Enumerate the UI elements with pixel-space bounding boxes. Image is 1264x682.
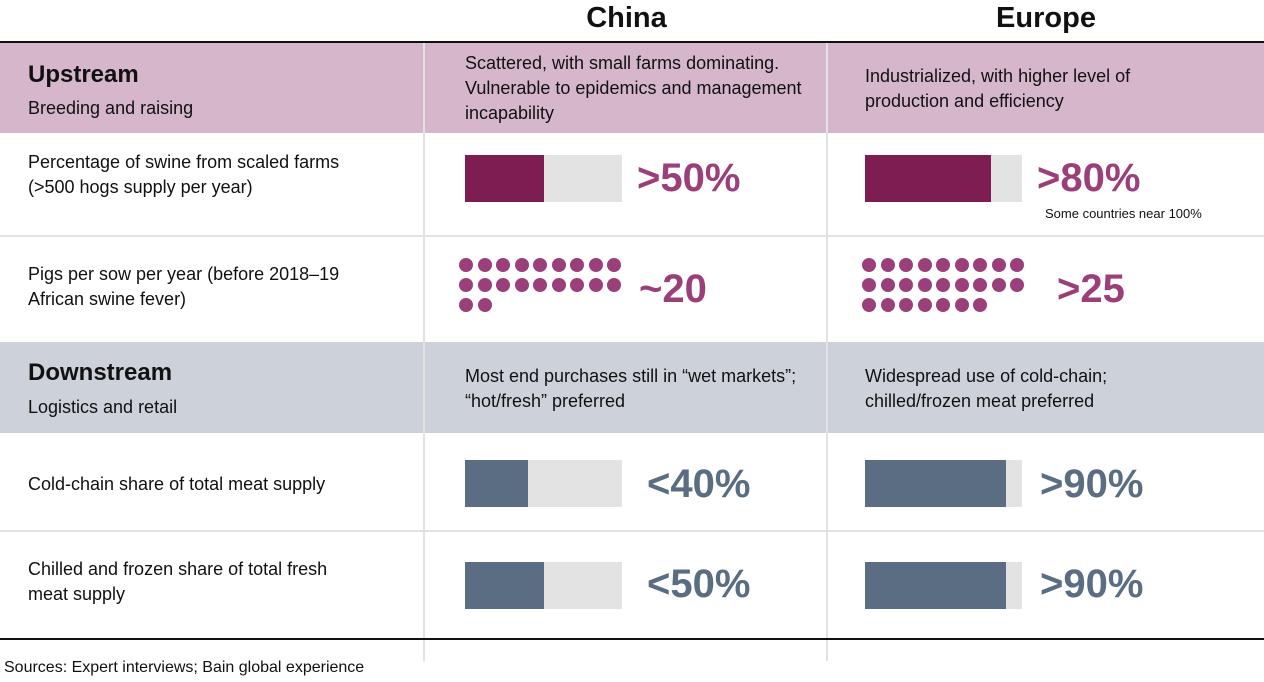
downstream-china-desc: Most end purchases still in “wet markets…: [465, 366, 797, 411]
pig-dot: [533, 278, 547, 292]
pig-dot: [881, 298, 895, 312]
value-label-china-chilled-frozen: <50%: [647, 562, 751, 606]
pig-dot: [918, 278, 932, 292]
bar-china-scaled-farms: [465, 155, 544, 202]
pig-dot: [881, 258, 895, 272]
pig-dot: [589, 278, 603, 292]
row-label-chilled-frozen: Chilled and frozen share of total fresh …: [28, 559, 328, 604]
pig-dot: [862, 278, 876, 292]
pig-dot: [459, 258, 473, 272]
value-label-europe-chilled-frozen: >90%: [1040, 562, 1144, 606]
downstream-subtitle: Logistics and retail: [28, 397, 178, 417]
pig-dot: [955, 298, 969, 312]
pig-dot: [478, 278, 492, 292]
upstream-title: Upstream: [28, 61, 139, 88]
downstream-band: [0, 342, 1264, 433]
header-rule: [0, 41, 1264, 43]
downstream-europe-desc: Widespread use of cold-chain; chilled/fr…: [865, 366, 1108, 411]
pig-dot: [1010, 278, 1024, 292]
pig-dot: [936, 278, 950, 292]
pig-dot: [515, 278, 529, 292]
pig-dot: [992, 278, 1006, 292]
value-label-europe-cold-chain: >90%: [1040, 462, 1144, 506]
row-label-scaled-farms: Percentage of swine from scaled farms (>…: [28, 152, 340, 197]
bar-track: [865, 155, 1022, 202]
pig-dot: [515, 258, 529, 272]
pig-dot: [589, 258, 603, 272]
value-label-china-cold-chain: <40%: [647, 462, 751, 506]
bar-track: [465, 460, 622, 507]
bar-track: [865, 460, 1022, 507]
pig-dot: [936, 298, 950, 312]
bar-china-chilled-frozen: [465, 562, 544, 609]
value-label-china-pigs-per-sow: ~20: [639, 267, 707, 311]
upstream-subtitle: Breeding and raising: [28, 98, 194, 118]
bar-europe-scaled-farms: [865, 155, 991, 202]
column-divider: [423, 43, 425, 661]
pig-dot: [552, 258, 566, 272]
pig-dot: [607, 278, 621, 292]
pig-dot: [973, 278, 987, 292]
pig-dot: [899, 278, 913, 292]
note-europe-scaled-farms: Some countries near 100%: [1045, 206, 1202, 221]
pig-dot: [862, 258, 876, 272]
pig-dot: [973, 258, 987, 272]
value-label-china-scaled-farms: >50%: [637, 156, 741, 200]
pig-dot: [899, 258, 913, 272]
bar-europe-chilled-frozen: [865, 562, 1006, 609]
value-label-europe-pigs-per-sow: >25: [1057, 267, 1125, 311]
pig-dot: [570, 258, 584, 272]
pig-dot: [955, 258, 969, 272]
bar-track: [865, 562, 1022, 609]
pig-dot: [973, 298, 987, 312]
value-label-europe-scaled-farms: >80%: [1037, 156, 1141, 200]
pig-dot: [862, 298, 876, 312]
pig-dot: [881, 278, 895, 292]
bar-track: [465, 562, 622, 609]
upstream-band: [0, 43, 1264, 133]
pig-dot: [496, 258, 510, 272]
row-divider: [0, 530, 1264, 532]
bar-china-cold-chain: [465, 460, 528, 507]
pig-dot: [552, 278, 566, 292]
pig-dot: [496, 278, 510, 292]
row-label-pigs-per-sow: Pigs per sow per year (before 2018–19 Af…: [28, 264, 340, 309]
pig-dot: [1010, 258, 1024, 272]
pig-dot: [918, 258, 932, 272]
row-divider: [0, 235, 1264, 237]
column-header-china: China: [586, 2, 667, 34]
pig-dot: [570, 278, 584, 292]
pig-dot: [478, 258, 492, 272]
downstream-title: Downstream: [28, 359, 173, 386]
footer-rule: [0, 638, 1264, 640]
pig-dot: [607, 258, 621, 272]
row-label-cold-chain: Cold-chain share of total meat supply: [28, 474, 326, 494]
pig-dot: [918, 298, 932, 312]
pig-dot: [459, 278, 473, 292]
sources-footnote: Sources: Expert interviews; Bain global …: [4, 659, 365, 676]
bar-europe-cold-chain: [865, 460, 1006, 507]
bar-track: [465, 155, 622, 202]
pig-dot: [459, 298, 473, 312]
column-divider: [826, 43, 828, 661]
pig-dot: [533, 258, 547, 272]
upstream-europe-desc: Industrialized, with higher level of pro…: [865, 66, 1131, 111]
pig-dot: [955, 278, 969, 292]
column-header-europe: Europe: [996, 2, 1096, 34]
pig-dot: [899, 298, 913, 312]
dots-china-pigs-per-sow: [459, 258, 621, 318]
pig-dot: [992, 258, 1006, 272]
pig-dot: [936, 258, 950, 272]
dots-europe-pigs-per-sow: [862, 258, 1042, 318]
pig-dot: [478, 298, 492, 312]
upstream-china-desc: Scattered, with small farms dominating. …: [465, 53, 802, 123]
